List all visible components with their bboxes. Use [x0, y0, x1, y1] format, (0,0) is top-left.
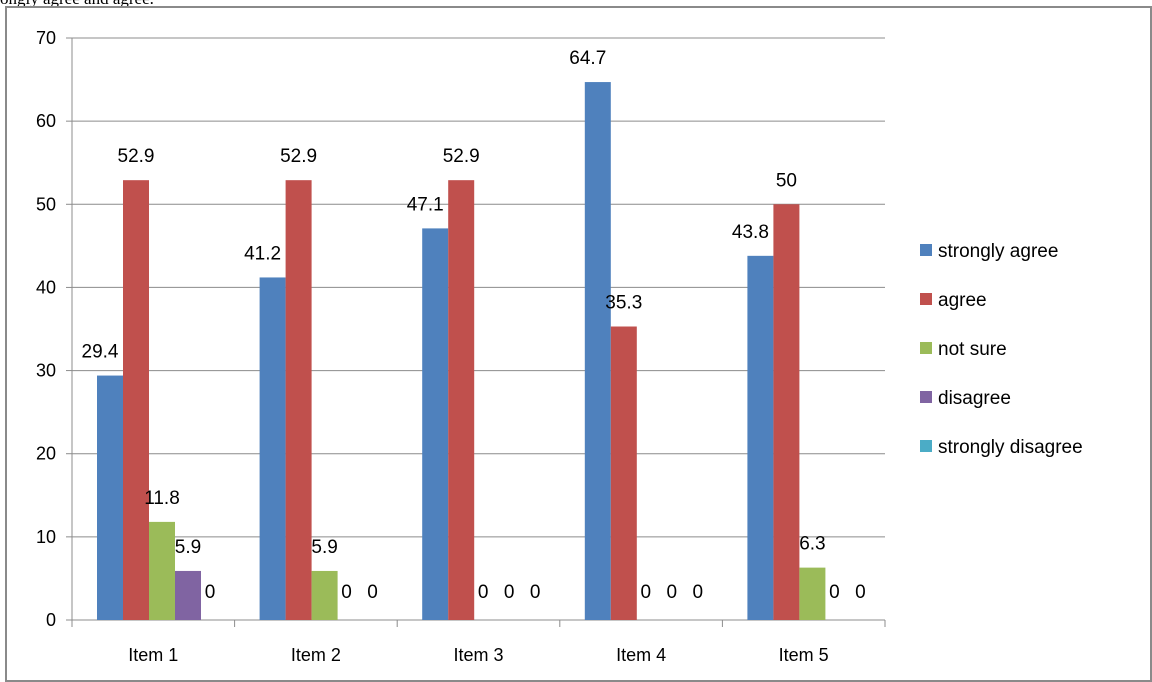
data-label: 0	[855, 582, 866, 603]
data-label: 47.1	[407, 194, 444, 215]
bar-not-sure	[799, 567, 826, 620]
data-label: 0	[530, 582, 541, 603]
y-tick-label: 60	[36, 111, 56, 131]
data-label: 11.8	[144, 488, 180, 509]
data-label: 0	[367, 582, 378, 603]
legend-label: not sure	[938, 339, 1007, 360]
bar-agree	[123, 180, 149, 620]
y-tick-label: 70	[36, 28, 56, 48]
data-label: 43.8	[732, 222, 769, 243]
category-label: Item 3	[453, 645, 503, 665]
legend-swatch	[920, 293, 932, 305]
bar-strongly-agree	[97, 375, 123, 620]
bar-disagree	[175, 570, 201, 620]
legend-label: strongly agree	[938, 241, 1058, 262]
data-label: 64.7	[569, 48, 606, 69]
data-label: 5.9	[175, 537, 201, 558]
data-label: 0	[641, 582, 652, 603]
bar-strongly-agree	[259, 277, 286, 620]
legend-label: disagree	[938, 388, 1011, 409]
category-label: Item 1	[128, 645, 178, 665]
data-label: 6.3	[799, 534, 825, 555]
bar-strongly-agree	[747, 255, 774, 620]
data-label: 29.4	[82, 342, 119, 363]
y-tick-label: 0	[46, 610, 56, 630]
data-label: 0	[478, 582, 489, 603]
y-tick-label: 50	[36, 194, 56, 214]
data-label: 0	[693, 582, 704, 603]
data-label: 0	[205, 582, 216, 603]
data-label: 0	[829, 582, 840, 603]
data-label: 35.3	[605, 293, 642, 314]
y-tick-label: 40	[36, 277, 56, 297]
chart-frame	[5, 6, 1152, 682]
bar-strongly-agree	[584, 82, 611, 620]
data-label: 41.2	[244, 243, 281, 264]
legend-swatch	[920, 244, 932, 256]
bar-agree	[610, 326, 637, 620]
data-label: 52.9	[280, 146, 317, 167]
data-label: 0	[504, 582, 515, 603]
data-label: 5.9	[311, 537, 337, 558]
bar-agree	[448, 180, 475, 620]
bar-not-sure	[149, 521, 175, 620]
data-label: 0	[341, 582, 352, 603]
legend-swatch	[920, 440, 932, 452]
data-label: 0	[667, 582, 678, 603]
legend-label: agree	[938, 290, 987, 311]
category-label: Item 5	[779, 645, 829, 665]
category-label: Item 2	[291, 645, 341, 665]
bar-agree	[285, 180, 312, 620]
data-label: 52.9	[118, 146, 155, 167]
data-label: 52.9	[443, 146, 480, 167]
y-tick-label: 30	[36, 361, 56, 381]
bar-not-sure	[311, 570, 338, 620]
legend-swatch	[920, 391, 932, 403]
legend-label: strongly disagree	[938, 437, 1083, 458]
category-label: Item 4	[616, 645, 666, 665]
bar-agree	[773, 204, 800, 621]
caption-fragment: ongly agree and agree.	[0, 0, 154, 9]
y-tick-label: 10	[36, 527, 56, 547]
legend-swatch	[920, 342, 932, 354]
y-tick-label: 20	[36, 444, 56, 464]
bar-strongly-agree	[422, 228, 449, 620]
data-label: 50	[776, 170, 797, 191]
